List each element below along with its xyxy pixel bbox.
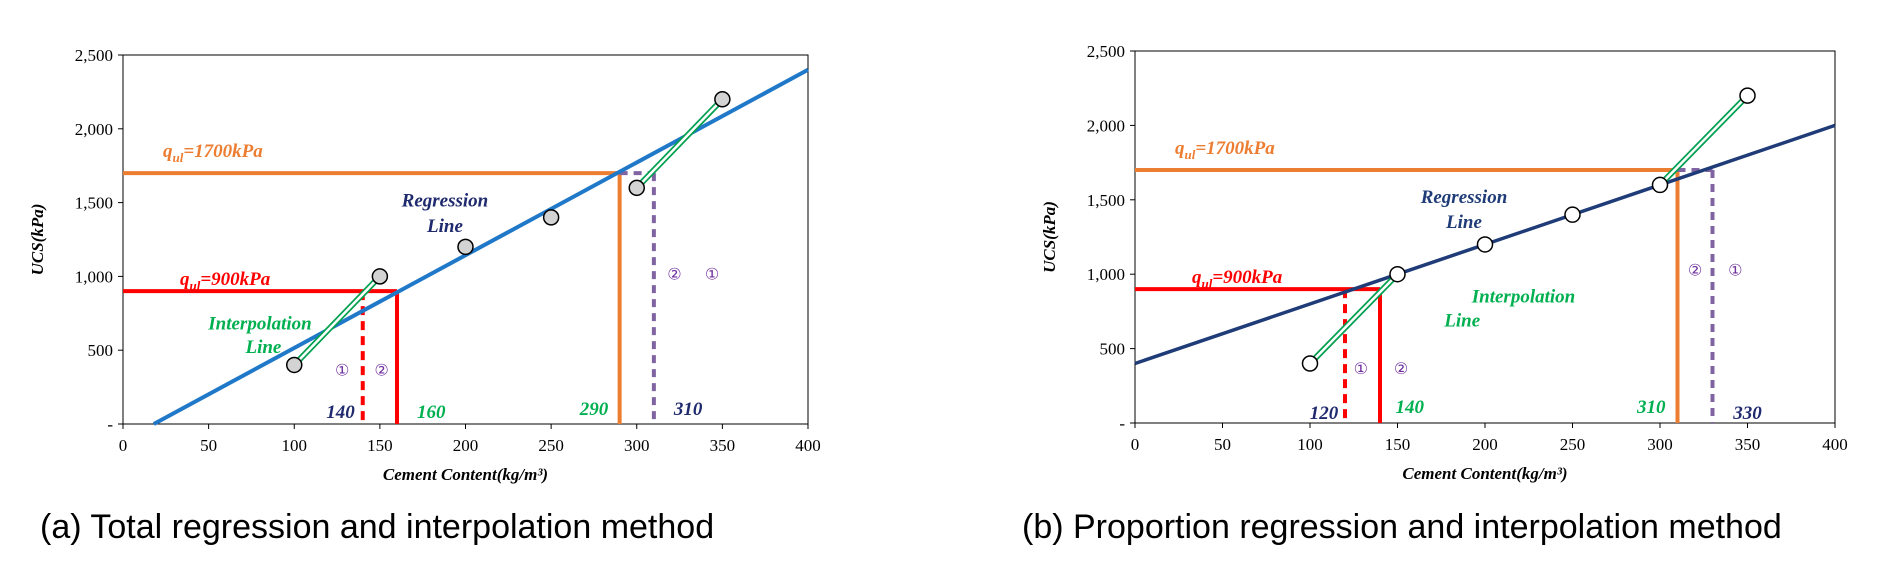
circled-number-label: ① <box>1354 359 1368 378</box>
y-tick-label: - <box>1119 414 1125 433</box>
interpolation-line-inner <box>635 98 724 189</box>
y-tick-label: 500 <box>1100 340 1126 359</box>
chart-panel-b: 0 50 100 150 200 250 300 350 400 - 500 1,000 1,500 2,… <box>940 0 1880 580</box>
value-label: 140 <box>326 402 355 423</box>
y-tick-label: 2,500 <box>75 46 113 65</box>
chart-a-caption: (a) Total regression and interpolation m… <box>40 508 715 546</box>
x-tick-label: 250 <box>1560 435 1586 454</box>
x-tick-label: 300 <box>1647 435 1673 454</box>
regression-label: Line <box>426 216 463 237</box>
x-axis-title: Cement Content(kg/m³) <box>383 465 548 484</box>
data-point <box>1739 87 1756 104</box>
y-tick-label: 2,000 <box>1087 116 1125 135</box>
value-label: 120 <box>1310 403 1339 424</box>
regression-label: Regression <box>401 190 489 211</box>
x-tick-label: 350 <box>1735 435 1761 454</box>
regression-label: Line <box>1445 212 1482 233</box>
x-tick-label: 250 <box>538 436 564 455</box>
circled-number-label: ② <box>374 360 388 379</box>
interpolation-line-inner <box>1659 94 1749 186</box>
interpolation-label: Interpolation <box>1471 286 1575 307</box>
x-axis-title: Cement Content(kg/m³) <box>1402 464 1567 483</box>
x-tick-label: 200 <box>1472 435 1498 454</box>
data-point <box>542 209 560 226</box>
data-point <box>457 238 474 256</box>
x-tick-label: 350 <box>710 436 736 455</box>
interpolation-label: Line <box>244 337 281 358</box>
x-tick-label: 100 <box>1297 435 1323 454</box>
interpolation-line-inner <box>1309 273 1399 365</box>
x-tick-label: 400 <box>1822 435 1848 454</box>
chart-b-svg: 0 50 100 150 200 250 300 350 400 - 500 1,000 1,500 2,… <box>1040 42 1848 483</box>
x-tick-label: 50 <box>200 436 217 455</box>
y-tick-label: 2,500 <box>1087 42 1125 61</box>
q1700-label: qul=1700kPa <box>163 141 263 165</box>
x-tick-label: 300 <box>624 436 650 455</box>
y-tick-label: 1,500 <box>75 194 113 213</box>
circled-number-label: ① <box>335 360 349 379</box>
data-point <box>371 268 389 285</box>
circled-number-label: ② <box>667 264 681 283</box>
y-tick-label: 2,000 <box>75 120 113 139</box>
value-label: 290 <box>579 399 609 420</box>
data-point <box>1301 355 1319 372</box>
regression-line <box>152 68 809 426</box>
data-point <box>1651 176 1669 194</box>
circled-number-label: ① <box>1728 261 1742 280</box>
value-label: 140 <box>1396 397 1425 418</box>
y-axis-title: UCS(kPa) <box>28 204 47 276</box>
q1700-label: qul=1700kPa <box>1175 138 1275 162</box>
chart-a-svg: 0 50 100 150 200 250 300 350 400 - 500 1,000 1,500 2,… <box>28 46 821 484</box>
value-label: 310 <box>673 399 703 420</box>
y-tick-label: 500 <box>88 341 114 360</box>
x-tick-label: 200 <box>453 436 479 455</box>
interpolation-label: Interpolation <box>207 314 311 335</box>
y-tick-label: 1,500 <box>1087 191 1125 210</box>
interpolation-line-inner <box>293 275 381 366</box>
q900-label: qul=900kPa <box>1192 267 1283 291</box>
interpolation-label: Line <box>1443 310 1480 331</box>
regression-label: Regression <box>1420 187 1508 208</box>
x-tick-label: 0 <box>119 436 128 455</box>
data-point <box>1564 206 1581 223</box>
x-tick-label: 50 <box>1214 435 1231 454</box>
value-label: 330 <box>1732 403 1762 424</box>
data-point <box>286 356 303 374</box>
chart-panel-a: 0 50 100 150 200 250 300 350 400 - 500 1,000 1,500 2,… <box>28 46 821 546</box>
circled-number-label: ① <box>705 264 719 283</box>
data-point <box>1476 236 1494 253</box>
value-label: 310 <box>1636 397 1666 418</box>
y-tick-label: - <box>107 415 113 434</box>
x-tick-label: 100 <box>282 436 308 455</box>
data-point <box>628 179 645 197</box>
x-tick-label: 150 <box>367 436 393 455</box>
y-tick-label: 1,000 <box>75 267 113 286</box>
circled-number-label: ② <box>1688 261 1702 280</box>
chart-b-caption: (b) Proportion regression and interpolat… <box>1022 508 1782 546</box>
q900-label: qul=900kPa <box>180 269 271 293</box>
data-point <box>714 91 731 108</box>
x-tick-label: 150 <box>1385 435 1411 454</box>
y-tick-label: 1,000 <box>1087 265 1125 284</box>
value-label: 160 <box>417 402 446 423</box>
x-tick-label: 400 <box>795 436 821 455</box>
x-tick-label: 0 <box>1131 435 1140 454</box>
y-axis-title: UCS(kPa) <box>1040 201 1059 273</box>
data-point <box>1389 265 1406 283</box>
circled-number-label: ② <box>1394 359 1408 378</box>
